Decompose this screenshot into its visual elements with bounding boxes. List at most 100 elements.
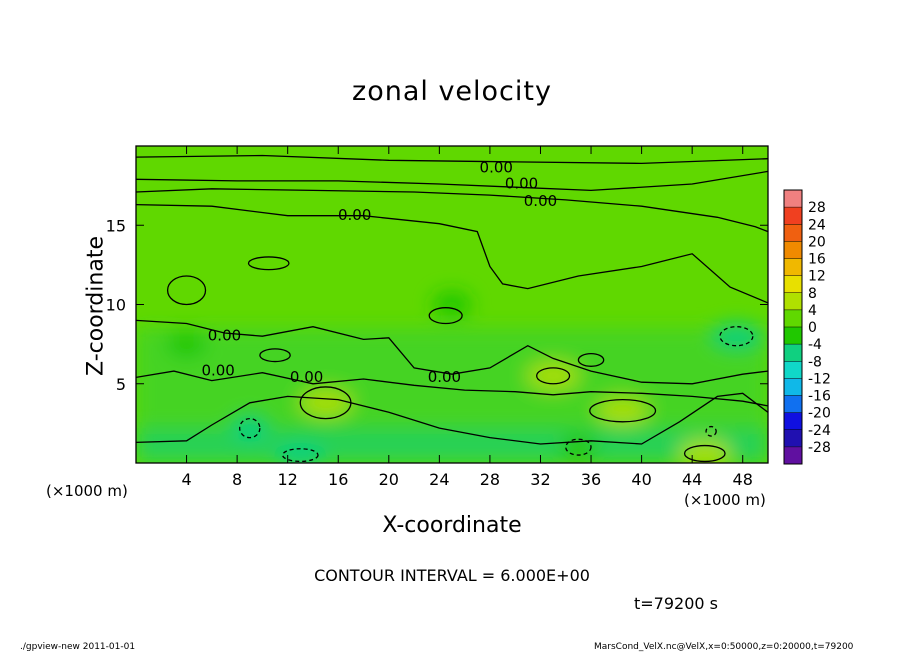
surface-band	[136, 428, 768, 463]
field-region-1	[596, 396, 649, 425]
contour-label-1: 0.00	[505, 175, 538, 193]
contour-negative-0	[281, 448, 319, 463]
contour-negative-4	[705, 425, 717, 437]
contour-label-4: 0.00	[208, 327, 241, 345]
contour-lines	[136, 154, 768, 463]
field-region-9	[432, 290, 472, 319]
x-tick-label-9: 40	[631, 470, 651, 489]
contour-loop-5	[247, 256, 290, 271]
contour-label-7: 0.00	[428, 368, 461, 386]
contour-loop-6	[259, 348, 291, 363]
footer-left: ./gpview-new 2011-01-01	[20, 642, 136, 652]
x-unit-right: (×1000 m)	[684, 491, 766, 509]
contour-loop-0	[299, 386, 352, 420]
x-tick-label-11: 48	[733, 470, 753, 489]
contour-line-3	[136, 203, 768, 304]
contour-loop-3	[683, 444, 726, 463]
colorbar-label-3: 16	[808, 252, 826, 268]
contour-line-0	[136, 154, 768, 165]
colorbar-swatch-4	[784, 258, 802, 276]
x-tick-label-7: 32	[530, 470, 550, 489]
contour-line-4	[136, 319, 768, 385]
contour-label-5: 0.00	[201, 362, 234, 380]
colorbar-swatch-3	[784, 241, 802, 259]
colorbar-swatch-14	[784, 429, 802, 447]
colorbar-label-2: 20	[808, 234, 826, 250]
x-tick-label-3: 16	[328, 470, 348, 489]
field-region-8	[166, 330, 207, 359]
colorbar-swatch-15	[784, 446, 802, 464]
field-region-6	[558, 433, 599, 462]
colorbar-swatch-5	[784, 275, 802, 293]
colorbar-swatch-9	[784, 344, 802, 362]
y-tick-label-0: 5	[116, 375, 126, 394]
time-stamp: t=79200 s	[634, 594, 718, 613]
contour-loop-1	[589, 398, 657, 423]
colorbar-swatch-2	[784, 224, 802, 242]
colorbar-label-0: 28	[808, 200, 826, 216]
y-axis-label: Z-coordinate	[83, 236, 109, 376]
colorbar-label-13: -24	[808, 423, 831, 439]
y-tick-label-1: 10	[106, 296, 126, 315]
contour-loop-8	[577, 352, 605, 367]
contour-label-0: 0.00	[480, 159, 513, 177]
colorbar-label-5: 8	[808, 286, 817, 302]
contour-line-6	[136, 392, 768, 445]
x-tick-label-10: 44	[682, 470, 702, 489]
contour-loop-7	[428, 307, 463, 325]
field-region-5	[229, 414, 270, 443]
colorbar-label-14: -28	[808, 440, 831, 456]
x-tick-label-0: 4	[181, 470, 191, 489]
contour-negative-2	[565, 438, 592, 456]
contour-labels: 0.000.000.000.000.000.00 0.00 0.00	[201, 159, 557, 386]
colorbar-label-6: 4	[808, 303, 817, 319]
field-region-7	[710, 322, 763, 351]
x-unit-left: (×1000 m)	[46, 482, 128, 500]
colorbar-label-7: 0	[808, 320, 817, 336]
contour-negative-1	[238, 417, 261, 439]
x-tick-label-8: 36	[581, 470, 601, 489]
colorbar-swatch-10	[784, 361, 802, 379]
colorbar-swatch-12	[784, 395, 802, 413]
x-tick-label-1: 8	[232, 470, 242, 489]
contour-line-5	[136, 370, 768, 407]
field-region-2	[527, 361, 580, 390]
heatmap-field	[136, 146, 768, 463]
x-tick-label-2: 12	[278, 470, 298, 489]
contour-loop-2	[536, 367, 571, 385]
contour-label-6: 0.00	[290, 368, 323, 386]
x-tick-label-4: 20	[379, 470, 399, 489]
x-axis: 4 8 12 16 20 24 28 32 36 40 44 48	[181, 146, 753, 489]
x-tick-label-6: 28	[480, 470, 500, 489]
colorbar-swatch-6	[784, 292, 802, 310]
colorbar-label-9: -8	[808, 354, 822, 370]
field-region-0	[299, 388, 352, 417]
contour-label-2: 0.00	[524, 192, 557, 210]
colorbar-label-12: -20	[808, 406, 831, 422]
colorbar-swatch-13	[784, 412, 802, 430]
colorbar-label-11: -16	[808, 389, 831, 405]
contour-label-3: 0.00	[338, 206, 371, 224]
chart-title: zonal velocity	[352, 76, 552, 107]
y-tick-label-2: 15	[106, 216, 126, 235]
colorbar-swatch-0	[784, 190, 802, 208]
contour-negative-3	[719, 326, 754, 347]
y-axis: 5 10 15	[106, 216, 768, 394]
colorbar-label-8: -4	[808, 337, 822, 353]
footer-right: MarsCond_VelX.nc@VelX,x=0:50000,z=0:2000…	[594, 642, 854, 652]
colorbar-label-4: 12	[808, 269, 826, 285]
colorbar-swatch-8	[784, 327, 802, 345]
colorbar-swatch-1	[784, 207, 802, 225]
contour-interval-note: CONTOUR INTERVAL = 6.000E+00	[314, 566, 590, 585]
contour-line-1	[136, 170, 768, 192]
x-tick-label-5: 24	[429, 470, 449, 489]
colorbar-label-10: -12	[808, 371, 831, 387]
colorbar-label-1: 24	[808, 217, 826, 233]
contour-line-2	[136, 188, 768, 233]
colorbar-swatch-7	[784, 309, 802, 327]
contour-loop-4	[166, 275, 207, 306]
x-axis-label: X-coordinate	[382, 513, 522, 538]
colorbar-swatch-11	[784, 378, 802, 396]
